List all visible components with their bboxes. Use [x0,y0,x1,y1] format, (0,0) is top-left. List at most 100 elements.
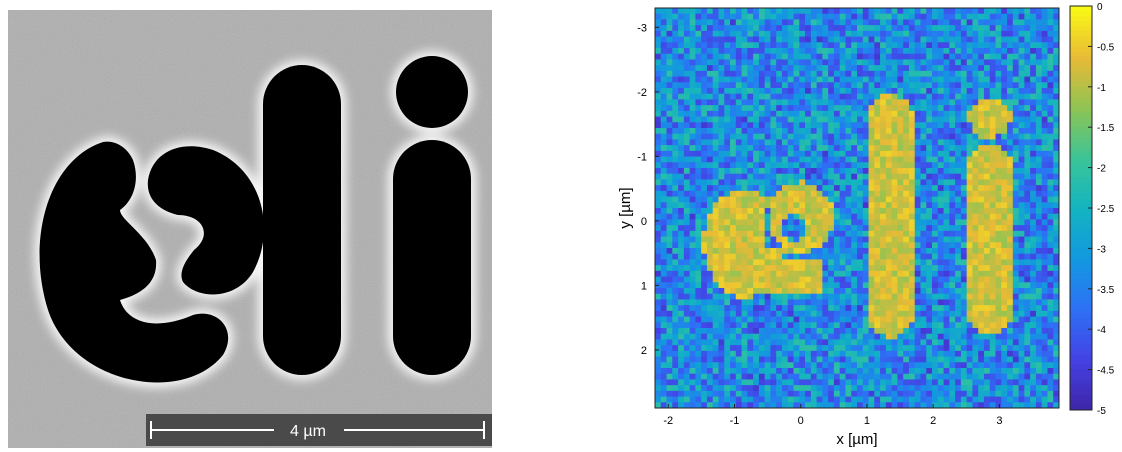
heatmap-cell [718,122,725,129]
heatmap-cell [666,253,673,260]
heatmap-cell [764,402,771,409]
heatmap-cell [949,213,956,220]
heatmap-cell [828,122,835,129]
heatmap-cell [724,185,731,192]
heatmap-cell [718,145,725,152]
heatmap-cell [833,356,841,363]
heatmap-cell [1018,270,1025,277]
heatmap-cell [914,93,921,100]
heatmap-cell [660,42,667,49]
heatmap-cell [758,333,766,340]
heatmap-cell [770,230,777,237]
heatmap-cell [943,288,950,295]
heatmap-cell [833,213,841,220]
heatmap-cell [781,105,789,112]
heatmap-cell [972,99,979,106]
heatmap-cell [816,88,823,95]
heatmap-cell [926,356,933,363]
heatmap-cell [747,282,754,289]
heatmap-cell [885,368,893,375]
colorbar-segment [1070,263,1092,270]
heatmap-cell [885,225,893,232]
heatmap-cell [730,53,737,60]
heatmap-cell [960,162,968,169]
heatmap-cell [666,362,673,369]
y-tick-label: -2 [637,87,647,99]
heatmap-cell [891,368,898,375]
heatmap-cell [960,356,968,363]
heatmap-cell [655,179,662,186]
heatmap-cell [735,196,742,203]
heatmap-cell [903,219,910,226]
heatmap-cell [955,259,962,266]
heatmap-cell [793,202,800,209]
heatmap-cell [833,105,841,112]
heatmap-cell [1018,65,1025,72]
heatmap-cell [747,76,754,83]
heatmap-cell [857,282,864,289]
heatmap-cell [655,70,662,77]
heatmap-cell [678,145,685,152]
heatmap-cell [787,110,794,117]
heatmap-cell [897,333,904,340]
heatmap-cell [1001,288,1008,295]
heatmap-cell [966,93,973,100]
heatmap-cell [1012,385,1019,392]
heatmap-cell [897,385,904,392]
heatmap-cell [960,208,968,215]
heatmap-cell [874,385,881,392]
heatmap-cell [983,105,991,112]
heatmap-cell [972,128,979,135]
heatmap-cell [949,76,956,83]
heatmap-cell [995,225,1002,232]
heatmap-cell [949,93,956,100]
heatmap-cell [758,190,766,197]
heatmap-cell [1007,13,1014,20]
heatmap-cell [1030,333,1037,340]
heatmap-cell [695,19,702,26]
heatmap-cell [885,356,893,363]
heatmap-cell [712,36,719,43]
heatmap-cell [955,288,962,295]
heatmap-cell [983,162,991,169]
heatmap-cell [920,288,927,295]
heatmap-cell [903,168,910,175]
heatmap-cell [839,288,846,295]
heatmap-cell [989,379,996,386]
heatmap-cell [781,53,789,60]
heatmap-cell [1053,168,1060,175]
heatmap-cell [805,219,812,226]
heatmap-cell [874,185,881,192]
heatmap-cell [1047,93,1054,100]
heatmap-cell [701,48,708,55]
heatmap-cell [730,310,737,317]
heatmap-cell [857,48,864,55]
heatmap-cell [880,282,887,289]
heatmap-cell [1041,208,1048,215]
heatmap-cell [1030,288,1037,295]
x-tick-label: -1 [730,415,740,427]
heatmap-cell [701,368,708,375]
heatmap-cell [857,70,864,77]
heatmap-cell [989,322,996,329]
heatmap-cell [764,42,771,49]
heatmap-cell [706,345,714,352]
heatmap-cell [978,105,985,112]
heatmap-cell [672,36,679,43]
heatmap-cell [1030,196,1037,203]
heatmap-cell [937,328,944,335]
heatmap-cell [672,362,679,369]
heatmap-cell [966,402,973,409]
heatmap-cell [891,390,898,397]
heatmap-cell [747,48,754,55]
heatmap-cell [955,310,962,317]
heatmap-cell [920,179,927,186]
heatmap-cell [701,339,708,346]
heatmap-cell [735,19,742,26]
heatmap-cell [857,145,864,152]
heatmap-cell [735,150,742,157]
heatmap-cell [776,59,783,66]
heatmap-cell [695,139,702,146]
heatmap-cell [781,145,789,152]
heatmap-cell [908,162,916,169]
